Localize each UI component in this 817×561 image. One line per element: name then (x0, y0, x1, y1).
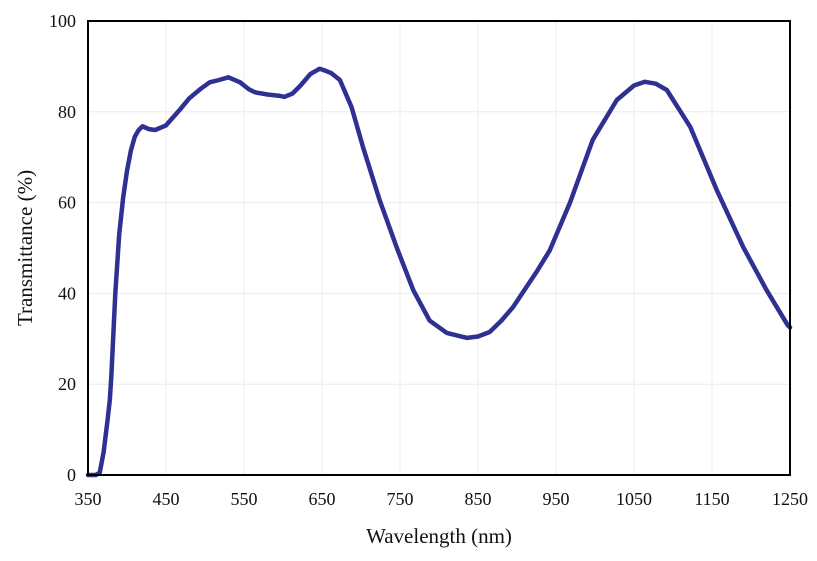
x-tick-label: 1250 (772, 489, 808, 509)
x-tick-label: 650 (309, 489, 336, 509)
grid (87, 20, 791, 476)
x-tick-label: 550 (231, 489, 258, 509)
x-tick-label: 450 (153, 489, 180, 509)
y-tick-label: 60 (58, 193, 76, 213)
transmittance-line (85, 66, 793, 478)
x-tick-label: 750 (387, 489, 414, 509)
series-layer (85, 66, 793, 478)
y-tick-label: 20 (58, 374, 76, 394)
y-tick-label: 100 (49, 11, 76, 31)
x-axis-label: Wavelength (nm) (366, 524, 512, 548)
x-tick-label: 850 (465, 489, 492, 509)
tick-labels: 350 450 550 650 750 850 950 1050 1150 1250 0 20 40 60… (49, 11, 808, 509)
y-tick-label: 80 (58, 102, 76, 122)
y-tick-label: 0 (67, 465, 76, 485)
y-tick-label: 40 (58, 283, 76, 303)
x-tick-label: 350 (75, 489, 102, 509)
plot-frame (87, 20, 791, 476)
x-tick-label: 950 (543, 489, 570, 509)
x-tick-label: 1050 (616, 489, 652, 509)
x-tick-label: 1150 (694, 489, 729, 509)
y-axis-label: Transmittance (%) (13, 170, 37, 326)
